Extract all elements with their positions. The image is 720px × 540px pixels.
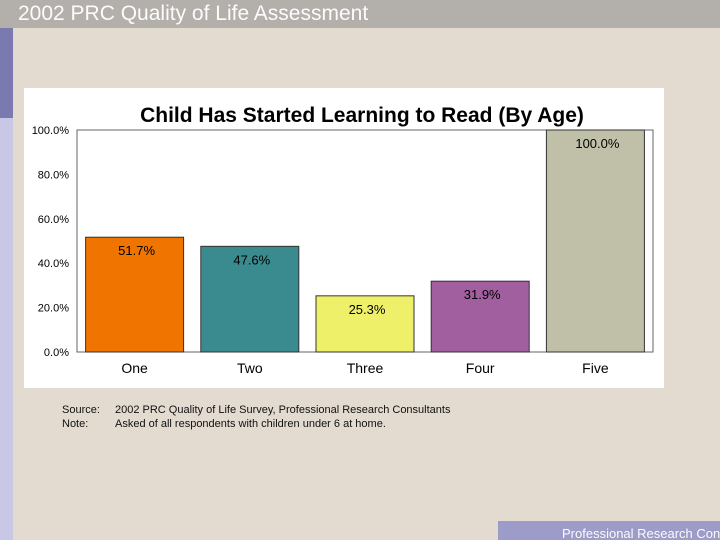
footer-brand: Professional Research Consultants <box>562 526 720 540</box>
y-tick-label: 100.0% <box>32 125 70 137</box>
data-labels: 51.7% 47.6% 25.3% 31.9% 100.0% <box>118 136 620 317</box>
y-tick-label: 60.0% <box>38 214 69 226</box>
bar-four <box>430 280 530 353</box>
header-bar: 2002 PRC Quality of Life Assessment <box>0 0 720 28</box>
x-tick-label-four: Four <box>466 360 495 376</box>
note-row: Note: Asked of all respondents with chil… <box>62 417 450 431</box>
slide-title: 2002 PRC Quality of Life Assessment <box>18 2 369 25</box>
note-text: Asked of all respondents with children u… <box>115 418 386 430</box>
y-tick-label: 0.0% <box>44 347 69 359</box>
source-label: Source: <box>62 404 100 416</box>
y-tick-label: 80.0% <box>38 169 69 181</box>
x-tick-label-one: One <box>121 360 148 376</box>
source-text: 2002 PRC Quality of Life Survey, Profess… <box>115 404 451 416</box>
y-tick-label: 40.0% <box>38 258 69 270</box>
data-label-five: 100.0% <box>575 136 620 151</box>
x-tick-label-two: Two <box>237 360 263 376</box>
chart-title: Child Has Started Learning to Read (By A… <box>140 104 584 127</box>
data-label-two: 47.6% <box>233 252 270 267</box>
y-axis-ticks: 0.0% 20.0% 40.0% 60.0% 80.0% 100.0% <box>32 125 70 359</box>
note-label: Note: <box>62 418 89 430</box>
bar-one <box>85 236 185 353</box>
footer-bar: Professional Research Consultants <box>498 521 720 540</box>
y-tick-label: 20.0% <box>38 303 69 315</box>
bar-three <box>315 295 415 353</box>
bar-five <box>545 129 645 353</box>
data-label-three: 25.3% <box>349 302 386 317</box>
left-stripe-light <box>0 118 13 540</box>
data-label-four: 31.9% <box>464 287 501 302</box>
chart-notes: Source: 2002 PRC Quality of Life Survey,… <box>62 403 450 431</box>
left-stripe-dark <box>0 28 13 118</box>
bars <box>85 129 645 353</box>
x-tick-label-five: Five <box>582 360 609 376</box>
x-axis-ticks: One Two Three Four Five <box>121 360 608 376</box>
source-row: Source: 2002 PRC Quality of Life Survey,… <box>62 403 450 417</box>
x-tick-label-three: Three <box>347 360 384 376</box>
bar-two <box>200 245 300 353</box>
data-label-one: 51.7% <box>118 243 155 258</box>
